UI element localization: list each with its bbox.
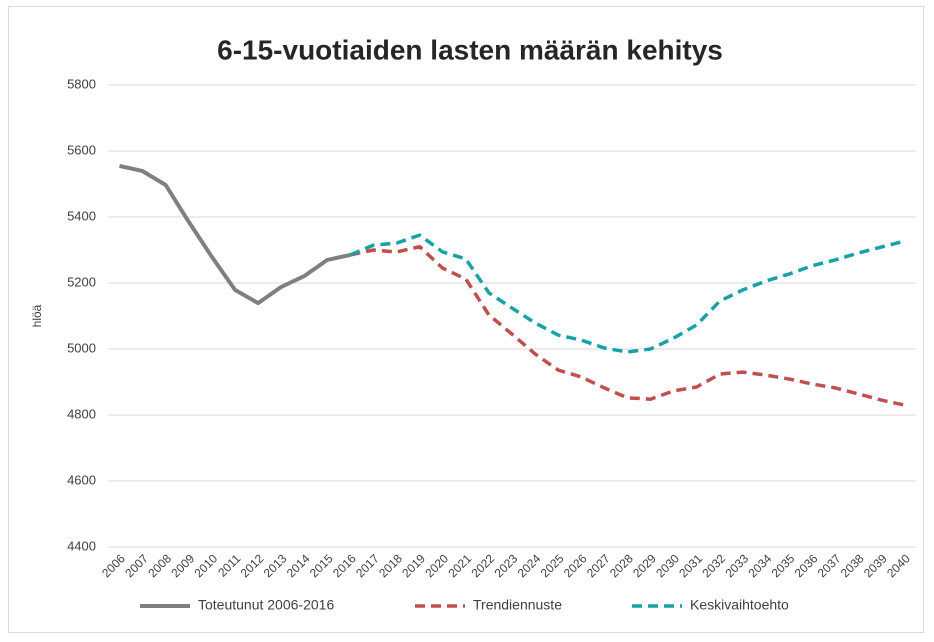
legend-label: Toteutunut 2006-2016 [198, 597, 334, 613]
chart-border [8, 6, 924, 633]
y-tick-label: 5400 [67, 208, 96, 223]
legend-label: Keskivaihtoehto [690, 597, 789, 613]
legend-label: Trendiennuste [473, 597, 562, 613]
y-tick-label: 4400 [67, 538, 96, 553]
data-line [350, 244, 905, 407]
y-tick-label: 4600 [67, 472, 96, 487]
y-tick-label: 4800 [67, 406, 96, 421]
data-line [119, 163, 351, 306]
y-tick-label: 5600 [67, 142, 96, 157]
y-axis-label: hlöä [30, 304, 44, 327]
y-tick-label: 5000 [67, 340, 96, 355]
chart-title: 6-15-vuotiaiden lasten määrän kehitys [217, 34, 723, 65]
data-line [349, 233, 905, 354]
y-tick-label: 5800 [67, 76, 96, 91]
y-tick-label: 5200 [67, 274, 96, 289]
